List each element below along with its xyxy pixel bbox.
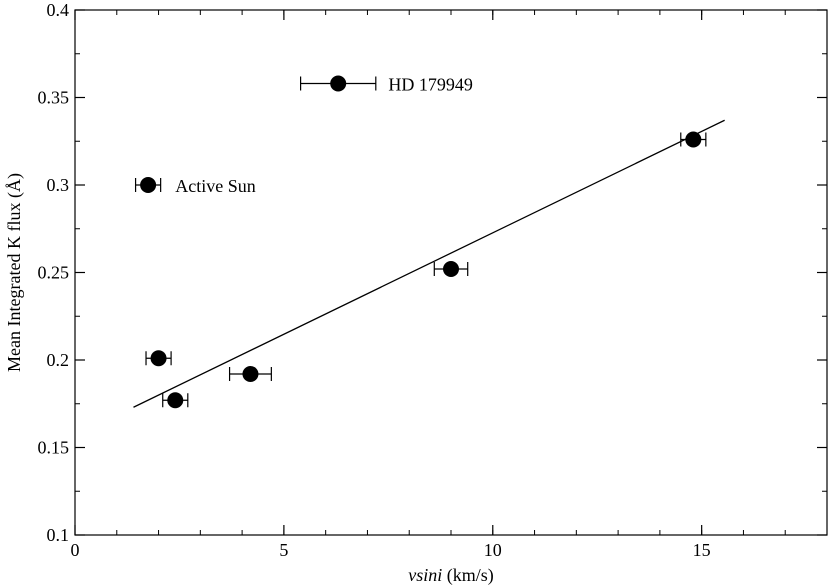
y-tick-label: 0.15 bbox=[38, 438, 70, 458]
annotations: Active Sun HD 179949 bbox=[175, 75, 473, 197]
fit-line-group bbox=[133, 119, 725, 408]
x-tick-label: 10 bbox=[484, 540, 502, 560]
y-tick-label: 0.1 bbox=[47, 525, 70, 545]
y-axis-label: Mean Integrated K flux (Å) bbox=[4, 173, 25, 372]
annotation-label: HD 179949 bbox=[388, 75, 473, 95]
data-point bbox=[167, 392, 184, 409]
y-tick-label: 0.2 bbox=[47, 350, 70, 370]
x-tick-label: 5 bbox=[279, 540, 288, 560]
x-axis-label: vsini (km/s) bbox=[408, 565, 494, 586]
data-point bbox=[685, 131, 702, 148]
annotation-label: Active Sun bbox=[175, 176, 256, 196]
major-ticks bbox=[74, 9, 827, 536]
x-tick-label: 15 bbox=[693, 540, 711, 560]
data-point bbox=[140, 177, 157, 193]
x-tick-label: 0 bbox=[71, 540, 80, 560]
data-points bbox=[134, 75, 707, 409]
y-tick-label: 0.4 bbox=[47, 0, 70, 20]
y-tick-label: 0.35 bbox=[38, 88, 70, 108]
data-point bbox=[150, 350, 167, 367]
data-point bbox=[443, 261, 459, 277]
fit-line bbox=[133, 119, 725, 408]
data-point bbox=[330, 75, 347, 92]
data-point bbox=[242, 366, 259, 382]
y-tick-label: 0.3 bbox=[47, 175, 70, 195]
y-tick-label: 0.25 bbox=[38, 263, 70, 283]
tick-labels: 0 5 10 15 0.1 0.15 0.2 0.25 0.3 0.35 0.4 bbox=[38, 0, 711, 560]
